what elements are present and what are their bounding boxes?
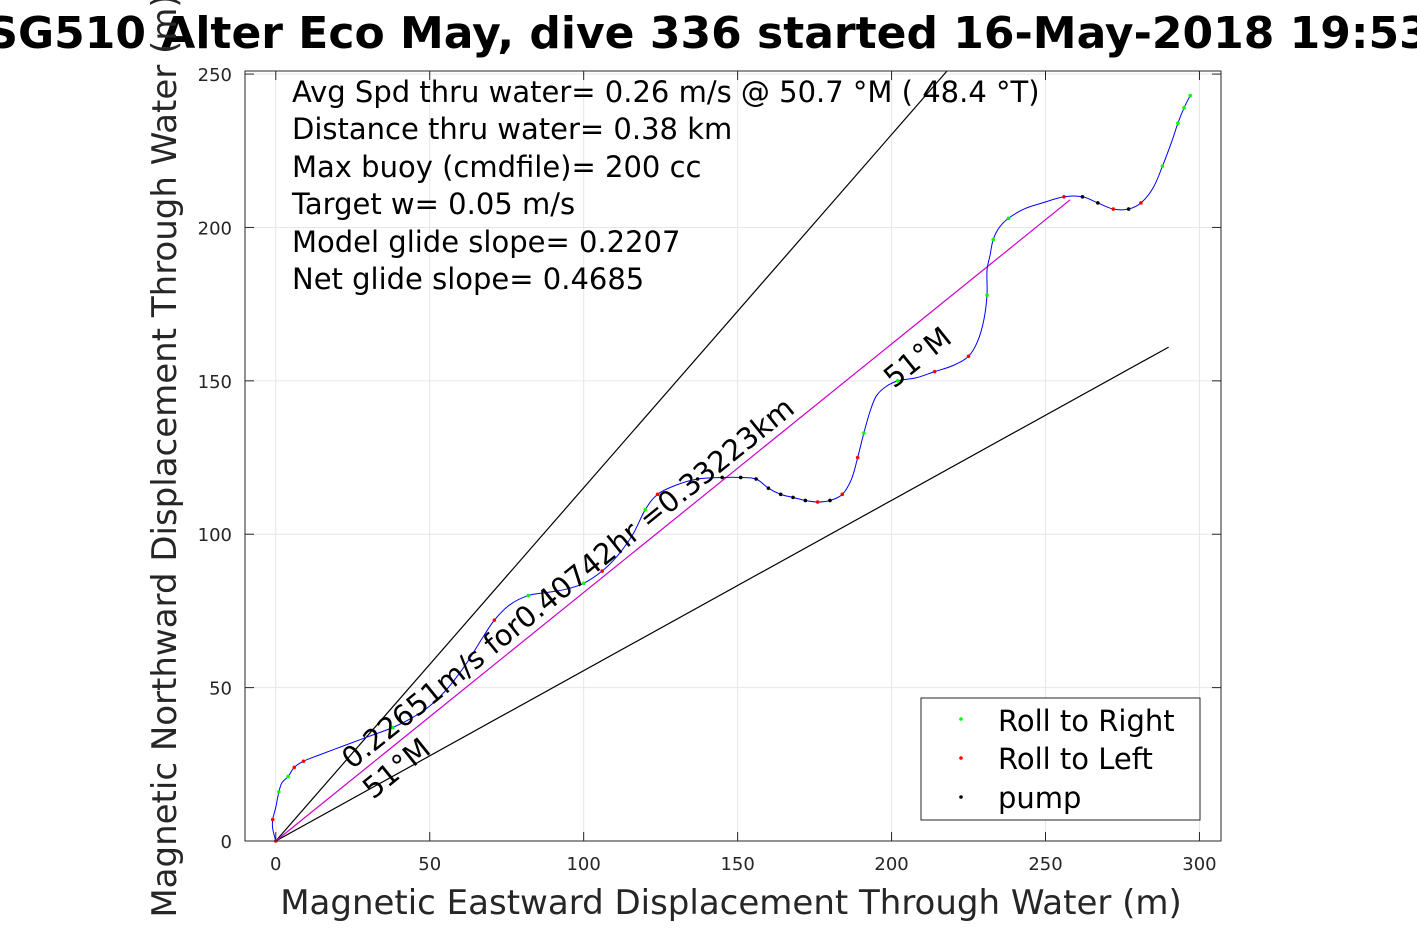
y-tick-label: 150 xyxy=(198,372,232,393)
x-tick-label: 100 xyxy=(566,854,600,875)
legend-box xyxy=(920,697,1201,821)
y-axis-label: Magnetic Northward Displacement Through … xyxy=(145,0,185,918)
marker-roll-left xyxy=(301,759,306,764)
heading-label-upper: 51°M xyxy=(877,320,958,394)
legend-marker-roll-left xyxy=(959,756,963,760)
marker-roll-right xyxy=(581,581,586,586)
marker-roll-left xyxy=(1139,201,1143,205)
marker-roll-left xyxy=(292,765,297,770)
marker-roll-right xyxy=(991,237,995,242)
grid-lines xyxy=(245,71,1221,842)
x-tick-label: 200 xyxy=(874,854,908,875)
x-tick-label: 300 xyxy=(1182,854,1216,875)
y-tick-label: 50 xyxy=(209,679,232,700)
marker-roll-left xyxy=(1062,194,1066,199)
track-markers xyxy=(270,93,1193,843)
marker-pump xyxy=(1126,207,1131,211)
marker-roll-right xyxy=(1182,106,1186,110)
x-tick-label: 50 xyxy=(418,854,441,875)
chart-title: SG510 Alter Eco May, dive 336 started 16… xyxy=(0,8,1417,59)
marker-pump xyxy=(720,475,725,480)
cone-line-upper xyxy=(275,70,948,842)
legend: Roll to Right Roll to Left pump xyxy=(920,697,1201,821)
marker-roll-right xyxy=(1176,121,1180,125)
marker-roll-right xyxy=(286,774,290,779)
marker-roll-left xyxy=(840,492,845,497)
marker-roll-right xyxy=(390,725,395,730)
y-tick-label: 200 xyxy=(198,218,232,239)
marker-roll-left xyxy=(966,354,971,359)
annotation-max-buoy: Max buoy (cmdfile)= 200 cc xyxy=(292,150,701,184)
y-tick-label: 250 xyxy=(198,65,232,86)
marker-roll-left xyxy=(270,817,275,822)
track-line xyxy=(271,95,1191,842)
stats-annotations: Avg Spd thru water= 0.26 m/s @ 50.7 °M (… xyxy=(291,75,1040,296)
marker-roll-right xyxy=(862,431,866,435)
marker-roll-left xyxy=(655,492,660,497)
marker-pump xyxy=(803,498,808,503)
x-axis-label: Magnetic Eastward Displacement Through W… xyxy=(280,883,1182,923)
marker-roll-right xyxy=(1160,164,1165,168)
legend-label-pump: pump xyxy=(998,781,1081,815)
marker-roll-right xyxy=(1188,93,1193,98)
marker-pump xyxy=(828,498,832,503)
x-tick-label: 150 xyxy=(720,854,754,875)
legend-label-roll-right: Roll to Right xyxy=(998,704,1175,738)
net-line-label: 0.22651m/s for0.40742hr =0.33223km xyxy=(335,391,801,776)
marker-pump xyxy=(778,492,783,497)
cone-line-lower xyxy=(275,346,1169,842)
legend-marker-pump xyxy=(959,795,963,799)
marker-pump xyxy=(738,475,743,480)
marker-roll-left xyxy=(855,455,860,460)
marker-roll-right xyxy=(526,593,531,598)
marker-pump xyxy=(766,486,771,491)
x-tick-label: 250 xyxy=(1028,854,1062,875)
annotation-model-glide: Model glide slope= 0.2207 xyxy=(292,225,680,259)
marker-roll-right xyxy=(643,507,648,512)
y-tick-label: 100 xyxy=(198,525,232,546)
marker-roll-left xyxy=(492,618,497,622)
plot-frame xyxy=(244,70,1222,842)
marker-roll-right xyxy=(895,379,900,383)
marker-pump xyxy=(1080,194,1085,199)
legend-label-roll-left: Roll to Left xyxy=(998,742,1153,776)
marker-pump xyxy=(695,477,700,481)
x-tick-label: 0 xyxy=(270,854,281,875)
annotation-net-glide: Net glide slope= 0.4685 xyxy=(292,262,644,296)
legend-marker-roll-right xyxy=(959,717,963,721)
marker-roll-left xyxy=(932,369,937,374)
marker-pump xyxy=(1096,201,1100,205)
reference-lines xyxy=(275,70,1169,842)
marker-roll-left xyxy=(815,500,820,504)
axis-ticks: 0 50 100 150 200 250 300 0 50 100 150 200 250 xyxy=(198,65,1221,875)
annotation-avg-speed: Avg Spd thru water= 0.26 m/s @ 50.7 °M (… xyxy=(292,75,1040,109)
marker-roll-left xyxy=(600,569,604,573)
marker-roll-left xyxy=(1111,207,1116,211)
y-tick-label: 0 xyxy=(221,832,232,853)
marker-pump xyxy=(754,477,758,481)
marker-pump xyxy=(791,495,795,500)
annotation-target-w: Target w= 0.05 m/s xyxy=(291,187,575,221)
marker-roll-right xyxy=(1006,216,1011,221)
marker-roll-right xyxy=(985,293,989,297)
marker-roll-right xyxy=(277,790,281,794)
annotation-distance: Distance thru water= 0.38 km xyxy=(292,112,732,146)
net-displacement-line xyxy=(275,199,1071,842)
